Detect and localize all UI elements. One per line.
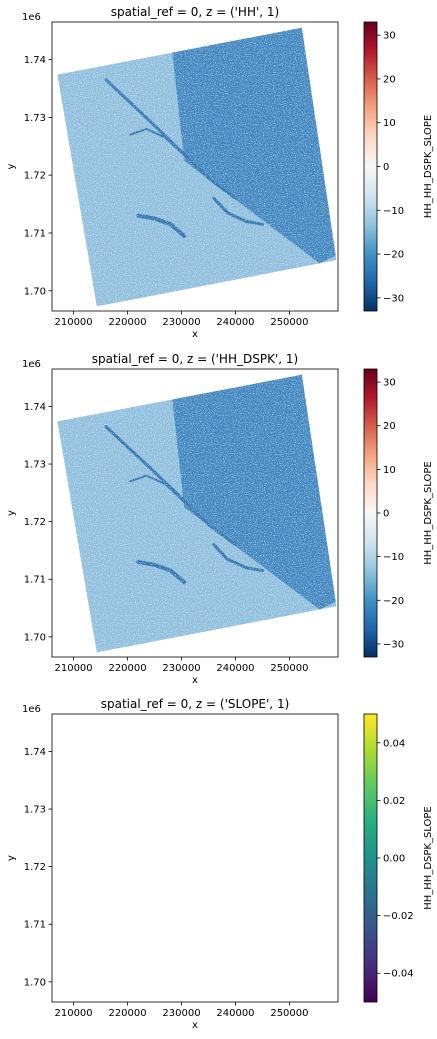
- x-tick-label: 210000: [54, 1008, 92, 1019]
- x-tick-label: 220000: [108, 317, 146, 328]
- x-tick-label: 210000: [54, 317, 92, 328]
- chart-panel-3: spatial_ref = 0, z = ('SLOPE', 1) 210000 2…: [6, 697, 434, 1031]
- colorbar-tick-label: 10: [383, 118, 396, 129]
- colorbar-tick-label: −20: [383, 250, 404, 261]
- y-tick-label: 1.73: [24, 460, 46, 471]
- y-tick-label: 1.71: [24, 228, 46, 239]
- x-tick-label: 220000: [108, 663, 146, 674]
- x-tick-label: 250000: [270, 663, 308, 674]
- y-axis-label: y: [6, 855, 17, 861]
- colorbar-tick-label: 0.00: [383, 854, 405, 865]
- plot-area: [52, 714, 338, 1002]
- x-tick-label: 230000: [162, 663, 200, 674]
- colorbar-tick-label: −10: [383, 206, 404, 217]
- sar-raster: [57, 375, 336, 653]
- x-tick-label: 240000: [216, 663, 254, 674]
- colorbar-gradient: [364, 714, 377, 1002]
- y-tick-label: 1.73: [24, 805, 46, 816]
- x-axis-label: x: [192, 675, 198, 686]
- y-tick-label: 1.73: [24, 113, 46, 124]
- x-tick-label: 240000: [216, 1008, 254, 1019]
- y-tick-label: 1.71: [24, 920, 46, 931]
- colorbar: −30 −20 −10 0 10 20 30 HH_HH_DSPK_SLOPE: [364, 22, 434, 311]
- y-tick-label: 1.70: [24, 977, 46, 988]
- colorbar-label: HH_HH_DSPK_SLOPE: [423, 806, 434, 910]
- colorbar: −0.04 −0.02 0.00 0.02 0.04 HH_HH_DSPK_SLOPE: [364, 714, 434, 1002]
- y-axis-label: y: [6, 163, 17, 169]
- y-tick-label: 1.70: [24, 632, 46, 643]
- y-tick-label: 1.72: [24, 171, 46, 182]
- speckle-texture: [57, 375, 336, 653]
- colorbar-label: HH_HH_DSPK_SLOPE: [423, 461, 434, 565]
- colorbar-tick-label: −20: [383, 596, 404, 607]
- colorbar-label: HH_HH_DSPK_SLOPE: [423, 115, 434, 219]
- x-axis-label: x: [192, 329, 198, 340]
- colorbar-tick-label: −30: [383, 293, 404, 304]
- chart-panel-1: spatial_ref = 0, z = ('HH', 1) 210000 2200…: [6, 5, 434, 340]
- colorbar-tick-label: −0.02: [383, 911, 414, 922]
- y-tick-label: 1.72: [24, 517, 46, 528]
- y-axis-label: y: [6, 510, 17, 516]
- colorbar: −30 −20 −10 0 10 20 30 HH_HH_DSPK_SLOPE: [364, 369, 434, 657]
- colorbar-tick-label: −0.04: [383, 969, 414, 980]
- speckle-texture: [57, 28, 336, 307]
- chart-title: spatial_ref = 0, z = ('SLOPE', 1): [101, 697, 290, 711]
- y-tick-label: 1.74: [24, 747, 46, 758]
- y-tick-label: 1.74: [24, 402, 46, 413]
- y-offset-text: 1e6: [22, 359, 41, 370]
- x-tick-label: 210000: [54, 663, 92, 674]
- colorbar-tick-label: 0: [383, 509, 389, 520]
- x-tick-label: 240000: [216, 317, 254, 328]
- chart-title: spatial_ref = 0, z = ('HH_DSPK', 1): [92, 352, 298, 366]
- y-tick-label: 1.71: [24, 575, 46, 586]
- colorbar-tick-label: 0: [383, 162, 389, 173]
- sar-raster: [57, 28, 336, 307]
- colorbar-tick-label: 20: [383, 74, 396, 85]
- colorbar-tick-label: 30: [383, 31, 396, 42]
- y-tick-label: 1.70: [24, 286, 46, 297]
- x-tick-label: 230000: [162, 317, 200, 328]
- colorbar-tick-label: 20: [383, 421, 396, 432]
- y-offset-text: 1e6: [22, 704, 41, 715]
- colorbar-tick-label: −10: [383, 552, 404, 563]
- colorbar-gradient: [364, 22, 377, 311]
- chart-panel-2: spatial_ref = 0, z = ('HH_DSPK', 1) 21000…: [6, 352, 434, 686]
- y-tick-label: 1.72: [24, 862, 46, 873]
- x-tick-label: 250000: [270, 317, 308, 328]
- colorbar-tick-label: −30: [383, 639, 404, 650]
- colorbar-tick-label: 30: [383, 378, 396, 389]
- colorbar-tick-label: 0.02: [383, 796, 405, 807]
- colorbar-gradient: [364, 369, 377, 657]
- x-tick-label: 250000: [270, 1008, 308, 1019]
- x-tick-label: 220000: [108, 1008, 146, 1019]
- x-tick-label: 230000: [162, 1008, 200, 1019]
- y-tick-label: 1.74: [24, 55, 46, 66]
- colorbar-tick-label: 10: [383, 465, 396, 476]
- y-offset-text: 1e6: [22, 12, 41, 23]
- chart-title: spatial_ref = 0, z = ('HH', 1): [111, 5, 279, 19]
- colorbar-tick-label: 0.04: [383, 738, 405, 749]
- x-axis-label: x: [192, 1020, 198, 1031]
